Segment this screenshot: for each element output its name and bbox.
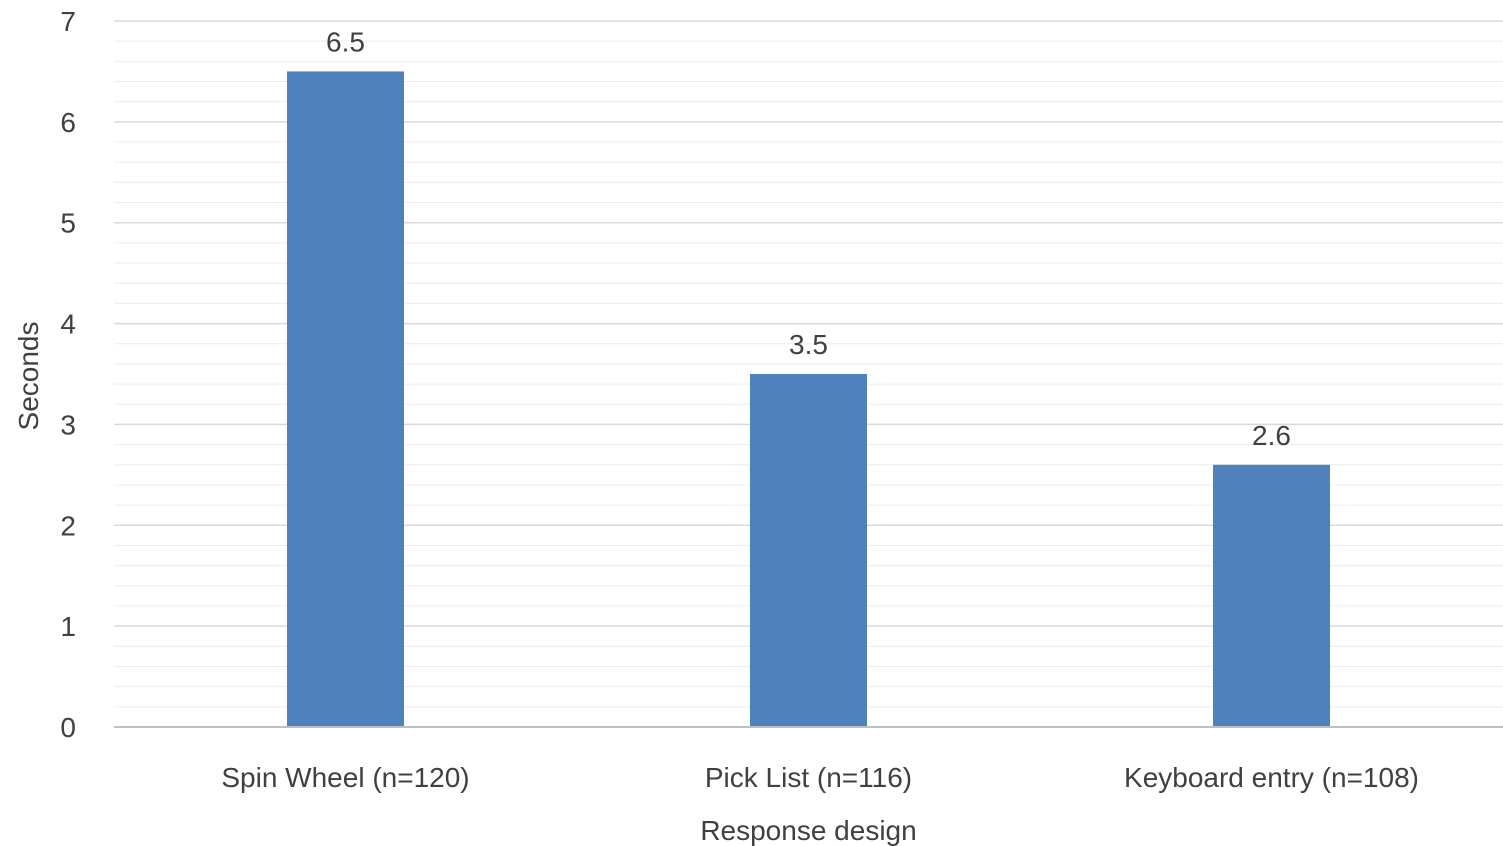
y-tick-label: 3 [60, 409, 76, 440]
x-category-label: Keyboard entry (n=108) [1124, 762, 1419, 793]
data-label: 2.6 [1252, 420, 1291, 451]
bar [287, 71, 404, 727]
data-label: 6.5 [326, 26, 365, 57]
y-tick-label: 2 [60, 510, 76, 541]
y-tick-label: 1 [60, 611, 76, 642]
bar [750, 374, 867, 727]
data-label: 3.5 [789, 329, 828, 360]
y-axis-ticks: 0 1 2 3 4 5 6 7 [60, 6, 76, 743]
bars [287, 71, 1330, 727]
x-axis-categories: Spin Wheel (n=120) Pick List (n=116) Keybo… [221, 762, 1419, 793]
y-tick-label: 6 [60, 107, 76, 138]
y-axis-title: Seconds [13, 322, 44, 431]
x-axis-title: Response design [700, 815, 916, 846]
y-tick-label: 5 [60, 208, 76, 239]
y-tick-label: 0 [60, 712, 76, 743]
y-tick-label: 7 [60, 6, 76, 37]
bar [1213, 464, 1330, 727]
x-category-label: Pick List (n=116) [705, 762, 912, 793]
y-tick-label: 4 [60, 309, 76, 340]
x-category-label: Spin Wheel (n=120) [221, 762, 469, 793]
data-labels: 6.5 3.5 2.6 [326, 26, 1291, 450]
